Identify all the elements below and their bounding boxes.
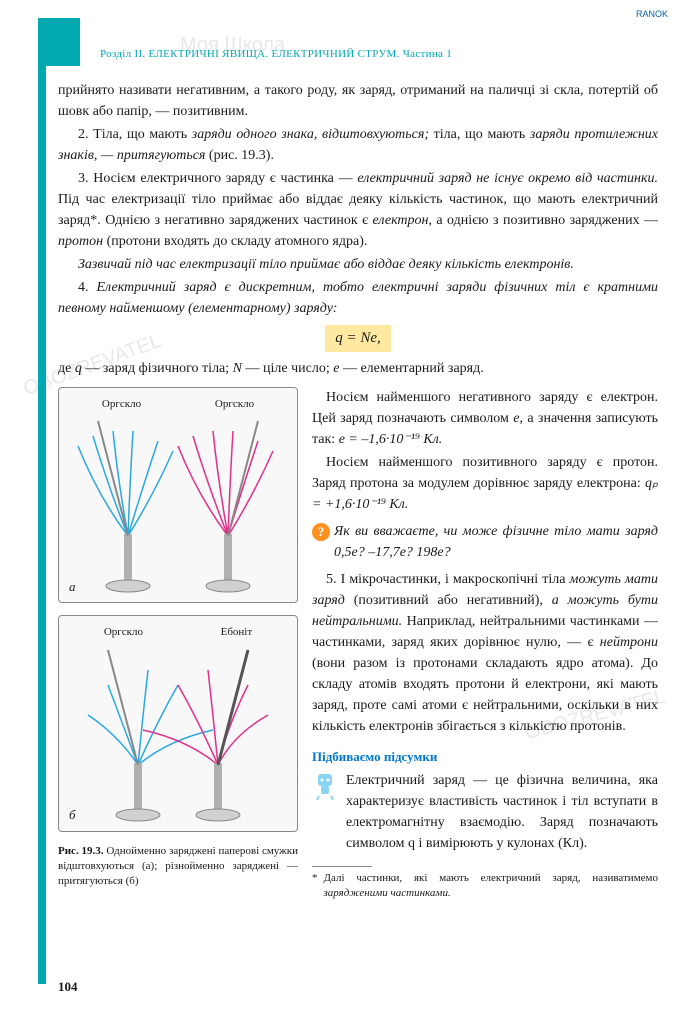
question-icon: ? (312, 523, 330, 541)
text-italic: електрон (373, 213, 429, 228)
text-column: Носієм найменшого негативного заряду є е… (312, 387, 658, 902)
footnote-separator (312, 866, 372, 867)
summary-text: Електричний заряд — це фізична величина,… (346, 770, 658, 854)
fig-caption-prefix: Рис. 19.3. (58, 845, 104, 857)
fig-letter: а (69, 577, 76, 597)
footnote-text-italic: зарядженими частинками. (324, 887, 451, 899)
text-italic: Електричний заряд є дискретним, тобто ел… (58, 280, 658, 316)
formula-description: де q — заряд фізичного тіла; N — ціле чи… (58, 358, 658, 379)
paragraph: 3. Носієм електричного заряду є частинка… (58, 168, 658, 252)
text: (вони разом із протонами складають ядро … (312, 656, 658, 734)
footnote-star: * (312, 871, 318, 902)
paragraph-italic: Зазвичай під час електризації тіло прийм… (58, 254, 658, 275)
text-italic: e = –1,6·10⁻¹⁹ Кл. (339, 432, 443, 447)
question-text: Як ви вважаєте, чи може фізичне тіло мат… (334, 521, 658, 563)
paragraph: 2. Тіла, що мають заряди одного знака, в… (58, 124, 658, 166)
text-italic: протон (58, 234, 103, 249)
text-var: N (233, 361, 242, 376)
paragraph: 5. І мікрочастинки, і макроскопічні тіла… (312, 569, 658, 737)
robot-icon (312, 770, 338, 800)
text: — заряд фізичного тіла; (82, 361, 233, 376)
section-header: Розділ II. ЕЛЕКТРИЧНІ ЯВИЩА. ЕЛЕКТРИЧНИЙ… (100, 46, 452, 63)
summary-row: Електричний заряд — це фізична величина,… (312, 770, 658, 856)
text: Носієм найменшого позитивного заряду є п… (312, 455, 658, 491)
text-var: q (75, 361, 82, 376)
section-title: Підбиваємо підсумки (312, 747, 658, 767)
text: 3. Носієм електричного заряду є частинка… (78, 171, 357, 186)
paragraph: Носієм найменшого негативного заряду є е… (312, 387, 658, 450)
fig-label: Ебоніт (221, 624, 253, 641)
fig-label: Оргскло (104, 624, 143, 641)
footnote-text: Далі частинки, які мають електричний зар… (324, 872, 659, 884)
text-italic: заряди одного знака, відштовхуються; (192, 127, 429, 142)
paragraph: 4. Електричний заряд є дискретним, тобто… (58, 277, 658, 319)
figure-caption: Рис. 19.3. Однойменно заряджені паперові… (58, 844, 298, 890)
text-italic: нейтрони (600, 635, 658, 650)
figure-column: Оргскло Оргскло (58, 387, 298, 902)
fig-label: Оргскло (215, 396, 254, 413)
fig-letter: б (69, 805, 76, 825)
formula-box: q = Ne, (325, 325, 391, 352)
publisher-logo: RANOK (636, 8, 668, 22)
text: 5. І мікрочастинки, і макроскопічні тіла (326, 572, 570, 587)
fig-label: Оргскло (102, 396, 141, 413)
repulsion-diagram (65, 416, 291, 596)
text: — ціле число; (242, 361, 333, 376)
text: 4. (78, 280, 96, 295)
text: (протони входять до складу атомного ядра… (103, 234, 367, 249)
footnote: * Далі частинки, які мають електричний з… (312, 871, 658, 902)
text: де (58, 361, 75, 376)
text: 2. Тіла, що мають (78, 127, 192, 142)
paragraph: Носієм найменшого позитивного заряду є п… (312, 452, 658, 515)
page-border (38, 50, 46, 984)
text-italic: електричний заряд не існує окремо від ча… (357, 171, 658, 186)
text: — елементарний заряд. (339, 361, 483, 376)
attraction-diagram (65, 645, 291, 825)
text: тіла, що мають (429, 127, 530, 142)
figure-a: Оргскло Оргскло (58, 387, 298, 604)
text: , а однією з позитивно заряджених — (428, 213, 658, 228)
paragraph: прийнято називати негативним, а такого р… (58, 80, 658, 122)
question-block: ? Як ви вважаєте, чи може фізичне тіло м… (312, 521, 658, 563)
figure-b: Оргскло Ебоніт (58, 615, 298, 832)
page-content: прийнято називати негативним, а такого р… (58, 80, 658, 902)
page-number: 104 (58, 977, 78, 997)
text: (рис. 19.3). (205, 148, 274, 163)
text: (позитивний або негативний), (345, 593, 552, 608)
two-column-layout: Оргскло Оргскло (58, 387, 658, 902)
